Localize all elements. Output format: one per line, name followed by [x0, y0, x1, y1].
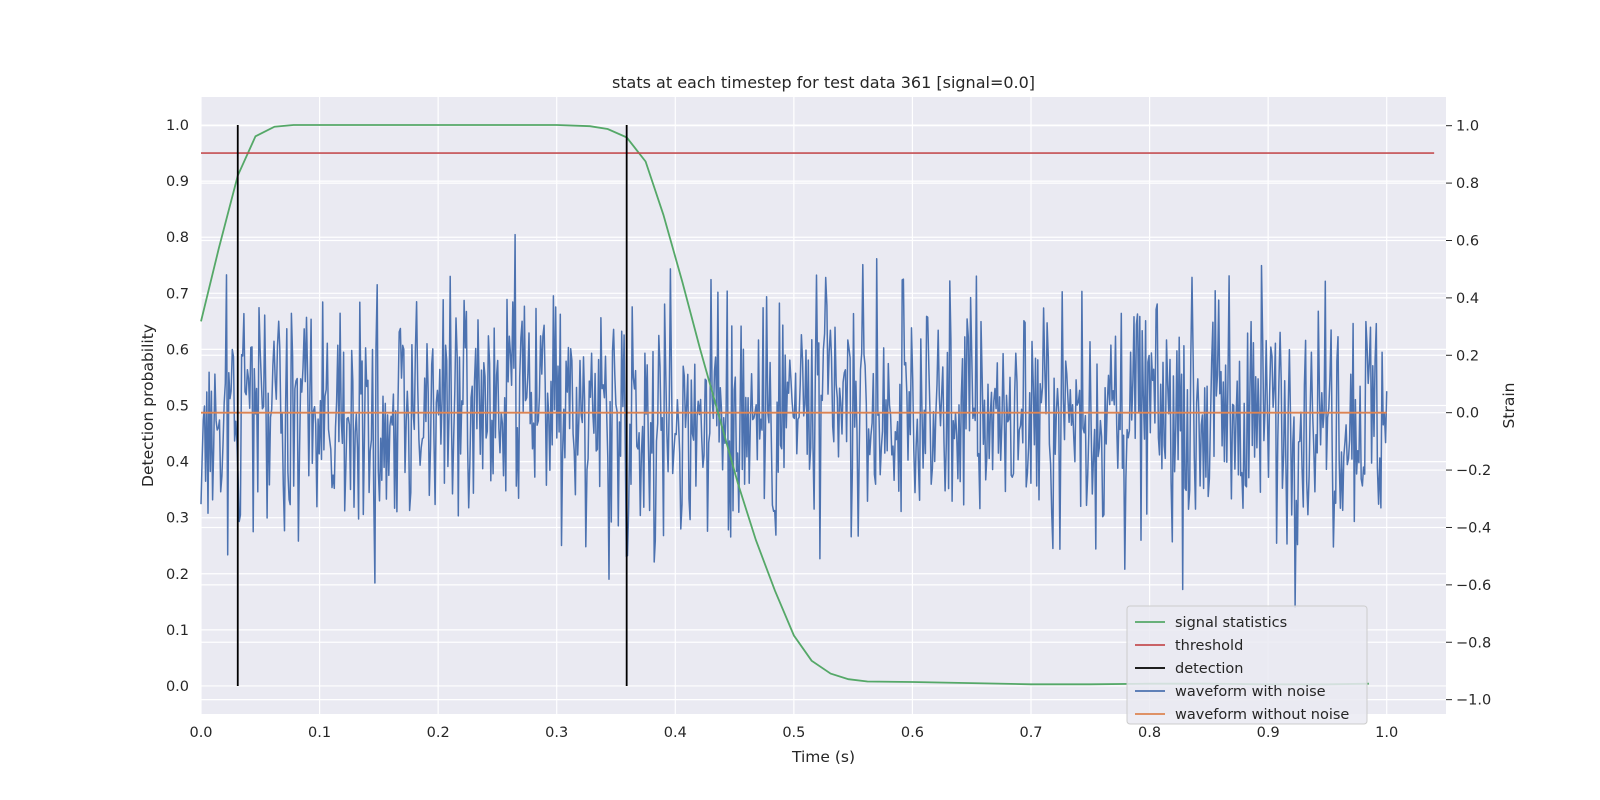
legend-label: threshold [1175, 638, 1243, 654]
ticks: 0.0 0.1 0.2 0.3 0.4 0.5 0.6 0.7 0.8 0.9 1.0 0.0 0.1 0… [166, 118, 1491, 741]
y-axis-label-left: Detection probability [139, 324, 157, 487]
y-right-tick-label: 1.0 [1456, 119, 1479, 135]
chart-title: stats at each timestep for test data 361… [612, 73, 1035, 92]
x-tick-label: 0.0 [189, 725, 212, 741]
y-left-tick-label: 0.1 [166, 623, 189, 639]
x-tick-label: 0.5 [782, 725, 805, 741]
x-tick-label: 0.7 [1019, 725, 1042, 741]
waveform-with-noise-line [200, 233, 1388, 608]
legend-label: waveform with noise [1175, 684, 1326, 700]
y-right-tick-label: −0.8 [1456, 635, 1491, 651]
y-left-tick-label: 0.0 [166, 679, 189, 695]
x-tick-label: 0.8 [1138, 725, 1161, 741]
detection-series [236, 125, 628, 686]
y-right-tick-label: 0.2 [1456, 348, 1479, 364]
legend-label: waveform without noise [1175, 707, 1349, 723]
legend-label: detection [1175, 661, 1243, 677]
y-left-tick-label: 1.0 [166, 118, 189, 134]
y-left-tick-label: 0.5 [166, 399, 189, 415]
x-tick-label: 0.4 [664, 725, 687, 741]
x-tick-label: 0.6 [901, 725, 924, 741]
x-tick-label: 1.0 [1375, 725, 1398, 741]
legend-label: signal statistics [1175, 615, 1287, 631]
legend-box [1126, 605, 1368, 725]
x-tick-label: 0.2 [427, 725, 450, 741]
y-right-tick-label: −0.2 [1456, 463, 1491, 479]
x-tick-label: 0.3 [545, 725, 568, 741]
signal-statistics-line [200, 124, 1369, 686]
y-left-tick-label: 0.3 [166, 511, 189, 527]
y-left-tick-label: 0.4 [166, 455, 189, 471]
x-tick-label: 0.9 [1257, 725, 1280, 741]
y-right-tick-label: 0.8 [1456, 176, 1479, 192]
x-axis-label: Time (s) [791, 748, 855, 766]
x-tick-label: 0.1 [308, 725, 331, 741]
y-left-tick-label: 0.6 [166, 342, 189, 358]
y-right-tick-label: −1.0 [1456, 693, 1491, 709]
y-right-tick-label: 0.6 [1456, 233, 1479, 249]
y-right-tick-label: −0.4 [1456, 520, 1491, 536]
legend: signal statistics threshold detection wavef… [1126, 605, 1368, 725]
y-right-tick-label: 0.0 [1456, 406, 1479, 422]
y-left-tick-label: 0.2 [166, 567, 189, 583]
y-left-tick-label: 0.7 [166, 286, 189, 302]
y-right-tick-label: 0.4 [1456, 291, 1479, 307]
signal-statistics-series [200, 124, 1369, 686]
y-right-tick-label: −0.6 [1456, 578, 1491, 594]
y-left-tick-label: 0.9 [166, 174, 189, 190]
waveform-with-noise-series [200, 233, 1388, 608]
y-axis-label-right: Strain [1500, 383, 1518, 429]
y-left-tick-label: 0.8 [166, 230, 189, 246]
